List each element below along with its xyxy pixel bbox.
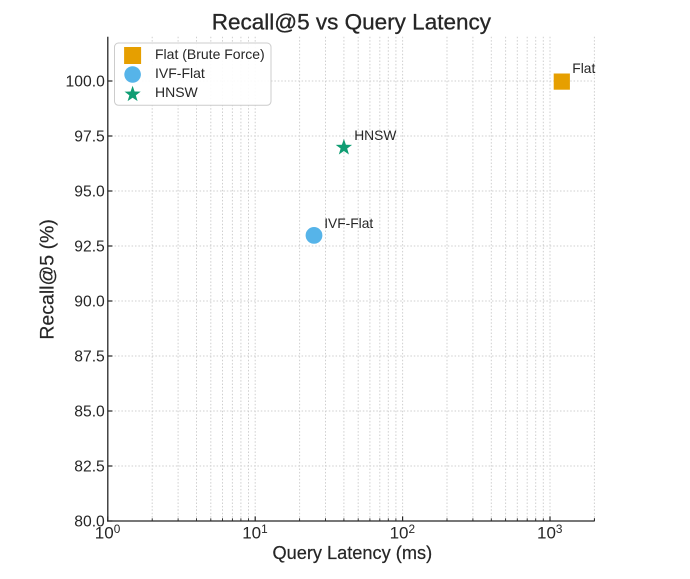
svg-text:Flat (Brute Force): Flat (Brute Force) [155,46,265,62]
svg-text:82.5: 82.5 [74,459,105,476]
svg-text:95.0: 95.0 [74,184,105,201]
svg-text:HNSW: HNSW [354,128,396,143]
svg-text:IVF-Flat: IVF-Flat [155,65,205,81]
svg-text:80.0: 80.0 [74,514,105,531]
svg-text:97.5: 97.5 [74,129,105,146]
svg-text:Query Latency (ms): Query Latency (ms) [272,543,432,563]
svg-text:Recall@5 vs Query Latency: Recall@5 vs Query Latency [212,10,492,35]
svg-text:Flat: Flat [572,61,595,76]
svg-text:HNSW: HNSW [155,84,199,100]
svg-text:90.0: 90.0 [74,294,105,311]
svg-text:92.5: 92.5 [74,239,105,256]
svg-text:87.5: 87.5 [74,349,105,366]
svg-text:100.0: 100.0 [66,74,106,91]
svg-text:IVF-Flat: IVF-Flat [324,216,373,231]
svg-text:Recall@5 (%): Recall@5 (%) [37,219,59,340]
svg-text:85.0: 85.0 [74,404,105,421]
